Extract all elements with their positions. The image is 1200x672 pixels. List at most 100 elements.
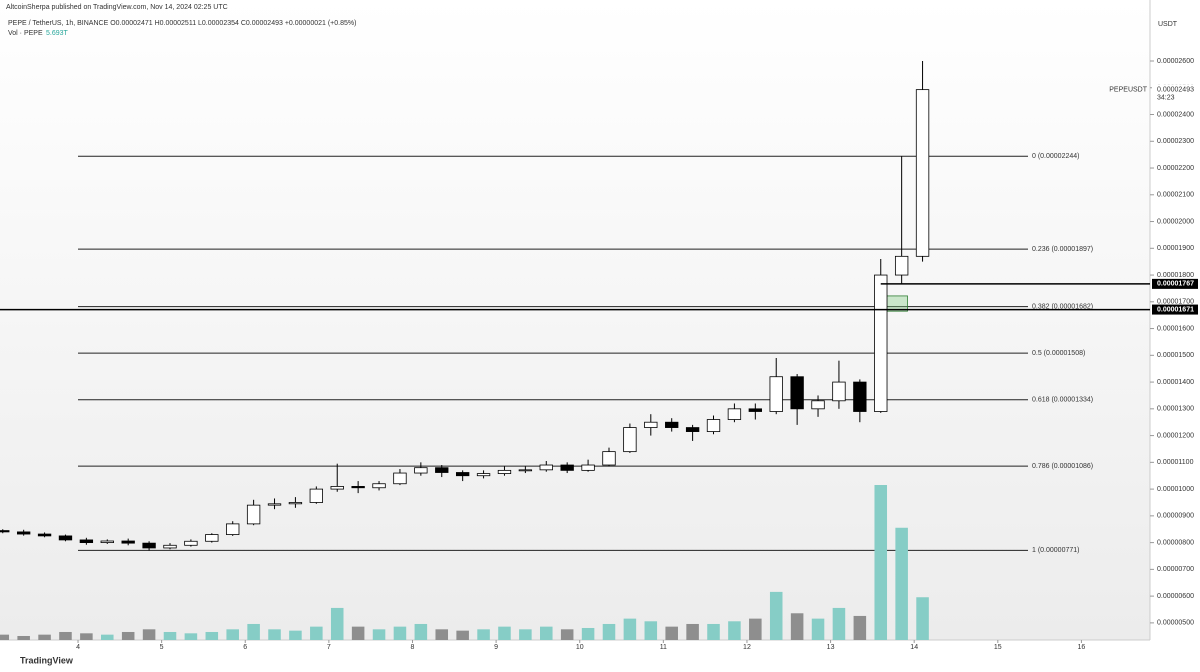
y-tick-label: 0.00001200 — [1157, 432, 1194, 439]
y-tick-label: 0.00002300 — [1157, 138, 1194, 145]
volume-bar — [0, 634, 10, 640]
candle-body — [142, 542, 156, 549]
x-tick-label: 8 — [411, 644, 415, 651]
fib-label: 0.618 (0.00001334) — [1032, 397, 1093, 404]
volume-bar — [226, 629, 239, 640]
symbol-label: PEPEUSDT — [1109, 86, 1147, 93]
volume-last: 5.693T — [46, 30, 69, 37]
x-tick-label: 12 — [743, 644, 751, 651]
volume-bar — [142, 629, 156, 640]
last-price-label: 0.00002493 — [1157, 86, 1194, 93]
y-tick-label: 0.00001000 — [1157, 486, 1194, 493]
candle-body — [435, 467, 449, 473]
candle-body — [372, 483, 386, 489]
candle-body — [455, 472, 470, 477]
candle-body — [769, 376, 783, 412]
y-tick-label: 0.00001900 — [1157, 245, 1194, 252]
volume-bar — [17, 635, 30, 640]
x-tick-label: 4 — [76, 644, 80, 651]
last-price-tag — [1152, 84, 1198, 104]
x-tick-label: 16 — [1078, 644, 1086, 651]
volume-bar — [163, 631, 177, 640]
y-tick-label: 0.00001100 — [1157, 459, 1194, 466]
volume-bar — [832, 607, 846, 640]
countdown: 34:23 — [1157, 94, 1175, 101]
volume-bar — [38, 634, 51, 640]
y-tick-label: 0.00001300 — [1157, 406, 1194, 413]
volume-bar — [351, 626, 365, 640]
candle-body — [16, 531, 31, 535]
y-tick-label: 0.00002400 — [1157, 111, 1194, 118]
volume-bar — [414, 623, 428, 640]
price-line-tag — [1152, 278, 1198, 289]
volume-legend: Vol · PEPE — [8, 30, 43, 37]
volume-bar — [435, 629, 449, 640]
volume-bar — [749, 618, 762, 640]
candle-body — [539, 464, 553, 471]
candle-body — [811, 400, 825, 410]
volume-bar — [310, 626, 323, 640]
y-tick-label: 0.00001600 — [1157, 325, 1194, 332]
candle-body — [414, 467, 428, 474]
volume-bar — [205, 631, 219, 640]
volume-bar — [498, 626, 511, 640]
currency: USDT — [1158, 21, 1178, 28]
x-tick-label: 14 — [910, 644, 918, 651]
volume-bar — [665, 626, 678, 640]
candle-body — [518, 469, 533, 472]
candle-body — [37, 533, 52, 537]
volume-bar — [707, 623, 720, 640]
x-tick-label: 11 — [660, 644, 667, 651]
y-tick-label: 0.00002600 — [1157, 58, 1194, 65]
volume-bar — [560, 629, 574, 640]
volume-bar — [289, 630, 302, 640]
fib-label: 0.382 (0.00001682) — [1032, 303, 1093, 310]
candle-body — [267, 503, 282, 506]
y-tick-label: 0.00001500 — [1157, 352, 1194, 359]
fib-label: 0.236 (0.00001897) — [1032, 246, 1093, 253]
candle-body — [393, 472, 407, 485]
y-tick-label: 0.00000500 — [1157, 620, 1194, 627]
candle-body — [748, 408, 762, 412]
candle-body — [602, 451, 616, 466]
plot-background — [0, 0, 1150, 640]
y-tick-label: 0.00002100 — [1157, 192, 1194, 199]
candle-body — [476, 473, 491, 477]
y-tick-label: 0.00001400 — [1157, 379, 1194, 386]
candle-body — [853, 381, 867, 412]
candle-body — [581, 464, 595, 471]
candle-body — [79, 539, 94, 544]
candle-body — [832, 381, 846, 402]
volume-bar — [895, 527, 908, 640]
fib-label: 0 (0.00002244) — [1032, 153, 1079, 160]
volume-bar — [330, 607, 344, 640]
x-tick-label: 15 — [994, 644, 1002, 651]
candle-body — [915, 89, 930, 257]
volume-bar — [393, 626, 407, 640]
candle-body — [623, 427, 637, 453]
volume-bar — [581, 627, 595, 640]
y-tick-label: 0.00000600 — [1157, 593, 1194, 600]
candle-body — [100, 540, 114, 544]
volume-bar — [916, 597, 929, 640]
candle-body — [790, 376, 804, 410]
volume-bar — [101, 634, 114, 640]
volume-bar — [184, 633, 198, 640]
candle-body — [685, 427, 700, 432]
price-line-tag — [1152, 304, 1198, 315]
volume-bar — [247, 623, 260, 640]
x-tick-label: 5 — [160, 644, 164, 651]
x-tick-label: 10 — [576, 644, 584, 651]
fib-label: 1 (0.00000771) — [1032, 547, 1079, 554]
volume-bar — [456, 630, 469, 640]
x-tick-label: 9 — [494, 644, 498, 651]
publisher: AltcoinSherpa published on TradingView.c… — [6, 4, 228, 11]
volume-bar — [121, 631, 135, 640]
volume-bar — [623, 618, 637, 640]
volume-bar — [853, 615, 867, 640]
brand: TradingView — [20, 655, 74, 665]
chart-title: PEPE / TetherUS, 1h, BINANCE O0.00002471… — [8, 20, 356, 27]
candle-body — [288, 502, 303, 505]
x-tick-label: 6 — [243, 644, 247, 651]
